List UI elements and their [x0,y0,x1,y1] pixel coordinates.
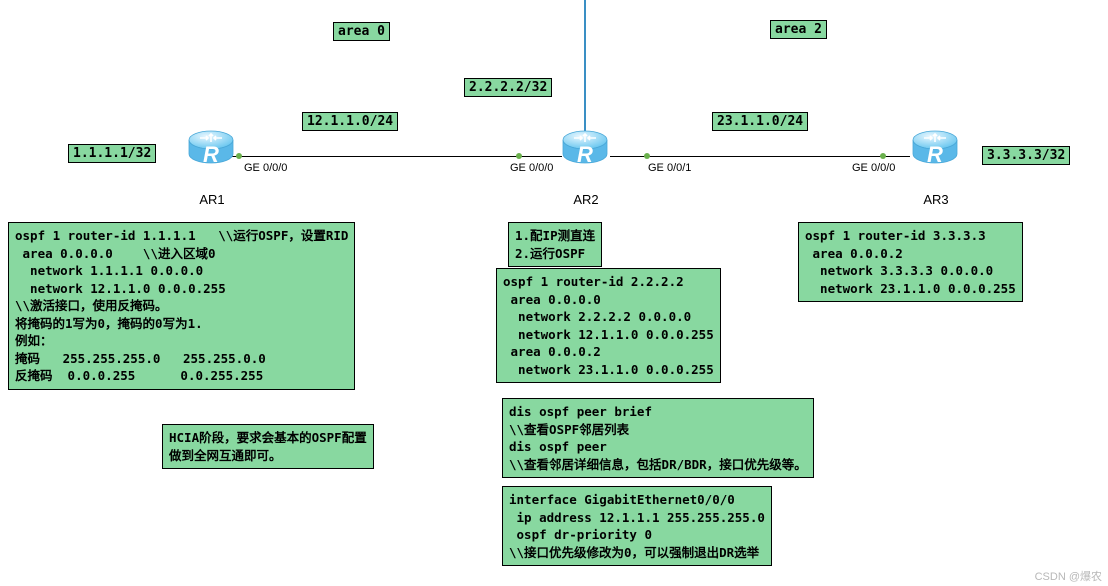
dot-ar3-left [880,153,886,159]
svg-text:R: R [203,142,219,167]
area-divider [584,0,586,140]
note-steps: 1.配IP测直连 2.运行OSPF [508,222,602,267]
svg-text:R: R [577,142,593,167]
router-ar1-name: AR1 [192,192,232,207]
watermark: CSDN @爆农 [1035,568,1102,584]
router-ar3-name: AR3 [916,192,956,207]
dot-ar2-right [644,153,650,159]
router-ar1-icon: R [186,128,236,168]
note-hcia: HCIA阶段，要求会基本的OSPF配置 做到全网互通即可。 [162,424,374,469]
note-iface: interface GigabitEthernet0/0/0 ip addres… [502,486,772,566]
area2-label: area 2 [770,20,827,39]
dot-ar2-left [516,153,522,159]
ar3-loopback-label: 3.3.3.3/32 [982,146,1070,165]
router-ar2-icon: R [560,128,610,168]
iface-ar2-ge001: GE 0/0/1 [648,162,691,174]
link-ar2-ar3 [610,156,910,157]
note-peer: dis ospf peer brief \\查看OSPF邻居列表 dis osp… [502,398,814,478]
router-ar3-icon: R [910,128,960,168]
ar2-loopback-label: 2.2.2.2/32 [464,78,552,97]
config-ar1: ospf 1 router-id 1.1.1.1 \\运行OSPF，设置RID … [8,222,355,390]
ar1-loopback-label: 1.1.1.1/32 [68,144,156,163]
iface-ar1-ge000: GE 0/0/0 [244,162,287,174]
link12-label: 12.1.1.0/24 [302,112,398,131]
config-ar2: ospf 1 router-id 2.2.2.2 area 0.0.0.0 ne… [496,268,721,383]
iface-ar3-ge000: GE 0/0/0 [852,162,895,174]
svg-text:R: R [927,142,943,167]
iface-ar2-ge000: GE 0/0/0 [510,162,553,174]
link23-label: 23.1.1.0/24 [712,112,808,131]
area0-label: area 0 [333,22,390,41]
config-ar3: ospf 1 router-id 3.3.3.3 area 0.0.0.2 ne… [798,222,1023,302]
link-ar1-ar2 [230,156,562,157]
dot-ar1-right [236,153,242,159]
router-ar2-name: AR2 [566,192,606,207]
